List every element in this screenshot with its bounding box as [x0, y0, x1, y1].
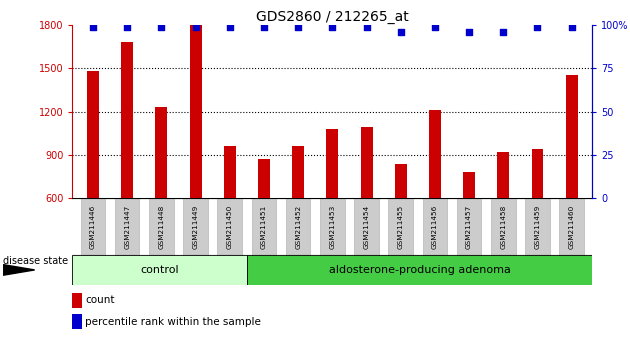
- Point: [532, 24, 542, 29]
- Text: GSM211454: GSM211454: [364, 205, 370, 249]
- Point: [88, 24, 98, 29]
- FancyBboxPatch shape: [286, 198, 311, 255]
- Text: GSM211456: GSM211456: [432, 205, 438, 249]
- Text: GSM211447: GSM211447: [124, 205, 130, 249]
- FancyBboxPatch shape: [354, 198, 379, 255]
- FancyBboxPatch shape: [115, 198, 139, 255]
- FancyBboxPatch shape: [320, 198, 345, 255]
- Point: [566, 24, 576, 29]
- Bar: [224, 146, 236, 285]
- Text: disease state: disease state: [3, 256, 68, 266]
- Point: [464, 29, 474, 35]
- Text: count: count: [85, 295, 115, 306]
- Bar: [497, 152, 509, 285]
- Text: GSM211451: GSM211451: [261, 205, 267, 249]
- Bar: [121, 42, 133, 285]
- Point: [396, 29, 406, 35]
- Point: [259, 24, 269, 29]
- Bar: [72, 314, 82, 329]
- Text: GSM211455: GSM211455: [398, 205, 404, 249]
- FancyBboxPatch shape: [251, 198, 276, 255]
- FancyBboxPatch shape: [81, 198, 105, 255]
- Bar: [326, 129, 338, 285]
- Point: [327, 24, 337, 29]
- FancyBboxPatch shape: [149, 198, 174, 255]
- FancyBboxPatch shape: [525, 198, 550, 255]
- FancyBboxPatch shape: [389, 198, 413, 255]
- Bar: [87, 71, 99, 285]
- Text: aldosterone-producing adenoma: aldosterone-producing adenoma: [329, 265, 510, 275]
- Point: [190, 24, 200, 29]
- Title: GDS2860 / 212265_at: GDS2860 / 212265_at: [256, 10, 409, 24]
- Text: GSM211448: GSM211448: [158, 205, 164, 249]
- Point: [498, 29, 508, 35]
- Point: [362, 24, 372, 29]
- Text: GSM211460: GSM211460: [569, 205, 575, 249]
- Text: GSM211458: GSM211458: [500, 205, 507, 249]
- Bar: [360, 127, 372, 285]
- Bar: [156, 107, 168, 285]
- FancyBboxPatch shape: [491, 198, 515, 255]
- FancyBboxPatch shape: [423, 198, 447, 255]
- Bar: [463, 172, 475, 285]
- Text: GSM211446: GSM211446: [90, 205, 96, 249]
- Text: GSM211450: GSM211450: [227, 205, 232, 249]
- FancyBboxPatch shape: [217, 198, 242, 255]
- FancyBboxPatch shape: [183, 198, 208, 255]
- Bar: [190, 25, 202, 285]
- Text: GSM211453: GSM211453: [329, 205, 335, 249]
- Text: percentile rank within the sample: percentile rank within the sample: [85, 316, 261, 327]
- Bar: [258, 159, 270, 285]
- Bar: [566, 75, 578, 285]
- Point: [156, 24, 166, 29]
- FancyBboxPatch shape: [559, 198, 584, 255]
- Bar: [292, 146, 304, 285]
- Text: control: control: [140, 265, 179, 275]
- Text: GSM211459: GSM211459: [534, 205, 541, 249]
- Bar: [247, 255, 592, 285]
- Bar: [532, 149, 544, 285]
- Text: GSM211449: GSM211449: [193, 205, 198, 249]
- Bar: [429, 110, 441, 285]
- Bar: [72, 255, 247, 285]
- Point: [430, 24, 440, 29]
- Point: [225, 24, 235, 29]
- Bar: [72, 293, 82, 308]
- Point: [293, 24, 303, 29]
- FancyBboxPatch shape: [457, 198, 481, 255]
- Text: GSM211457: GSM211457: [466, 205, 472, 249]
- Polygon shape: [3, 265, 35, 275]
- Point: [122, 24, 132, 29]
- Text: GSM211452: GSM211452: [295, 205, 301, 249]
- Bar: [395, 164, 407, 285]
